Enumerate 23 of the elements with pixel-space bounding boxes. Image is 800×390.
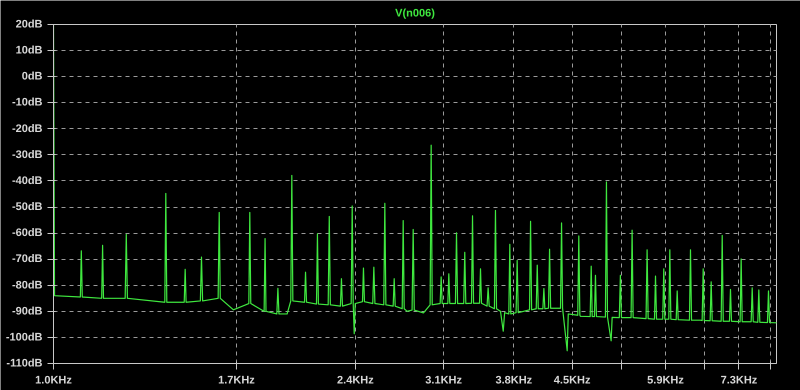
y-tick-label: 10dB (16, 44, 43, 57)
x-tick-label: 3.8KHz (495, 374, 533, 386)
y-tick-label: 0dB (22, 70, 43, 83)
x-tick-label: 2.4KHz (337, 374, 374, 386)
y-tick-label: -80dB (12, 279, 43, 292)
y-tick-label: -20dB (12, 122, 43, 135)
y-tick-label: -30dB (12, 148, 43, 161)
x-tick-label: 5.9KHz (647, 374, 684, 386)
y-tick-label: -70dB (12, 253, 43, 266)
y-tick-label: 20dB (16, 18, 43, 30)
y-tick-label: -40dB (12, 174, 43, 187)
y-tick-label: -50dB (12, 201, 43, 214)
y-tick-label: -60dB (12, 227, 43, 240)
chart-title: V(n006) (395, 8, 436, 20)
y-tick-label: -110dB (6, 358, 43, 370)
x-tick-label: 1.7KHz (218, 374, 256, 386)
x-tick-label: 4.5KHz (554, 374, 591, 386)
y-tick-label: -100dB (6, 331, 43, 344)
x-tick-label: 7.3KHz (720, 374, 758, 386)
y-tick-label: -90dB (12, 305, 43, 318)
x-tick-label: 3.1KHz (425, 374, 462, 386)
x-tick-label: 1.0KHz (35, 374, 72, 386)
y-tick-label: -10dB (12, 96, 43, 109)
